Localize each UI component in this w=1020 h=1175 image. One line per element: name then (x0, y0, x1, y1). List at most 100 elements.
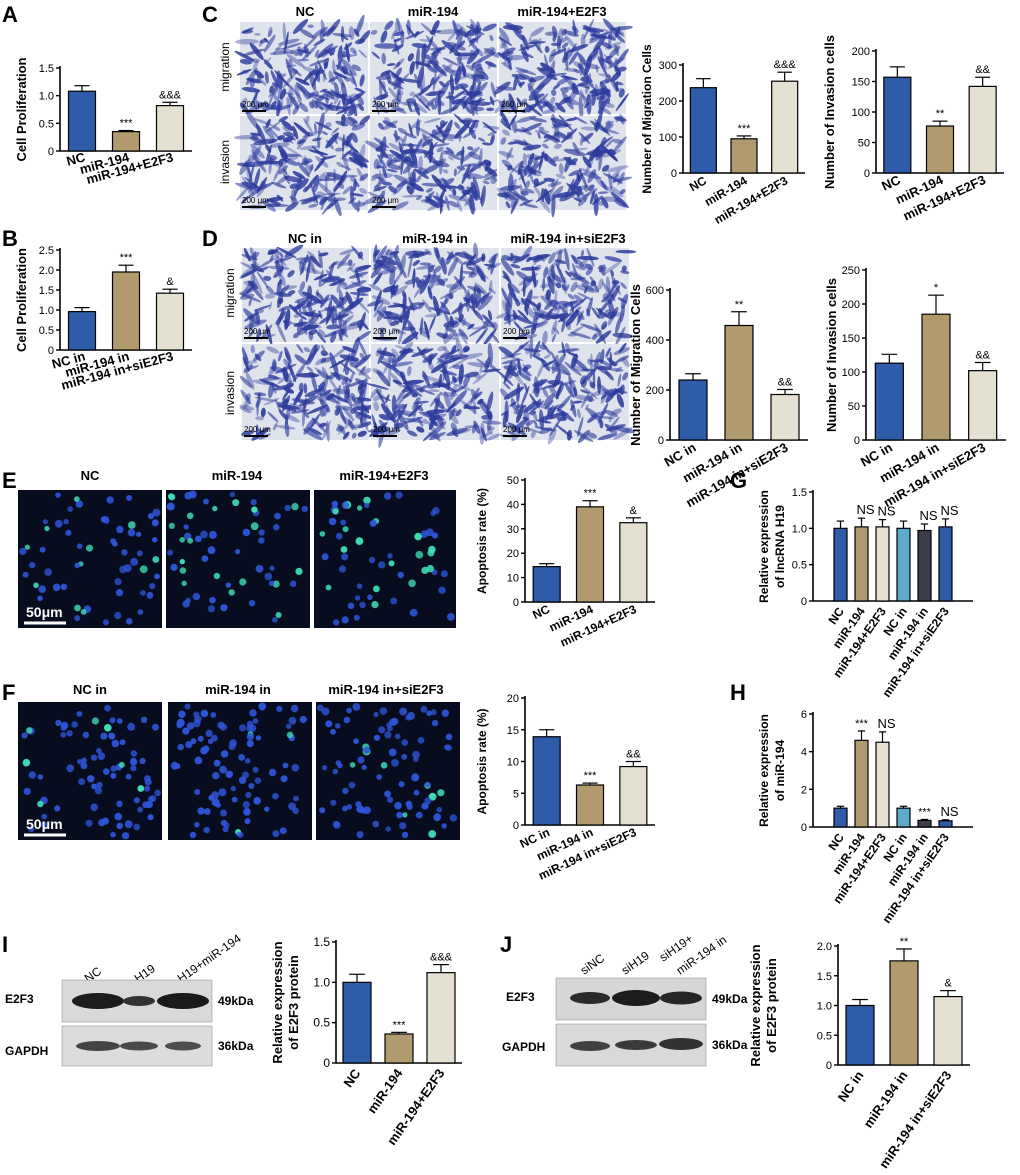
panel-label-a: A (2, 2, 18, 27)
nucleus (21, 732, 28, 739)
stained-cell (254, 33, 261, 36)
bar (874, 362, 904, 441)
stained-cell (587, 414, 597, 423)
stained-cell (357, 103, 365, 111)
stained-cell (524, 306, 529, 316)
stained-cell (305, 348, 319, 364)
stained-cell (536, 67, 558, 81)
nucleus (201, 555, 209, 562)
stained-cell (484, 162, 498, 182)
stained-cell (258, 39, 263, 47)
stained-cell (480, 427, 487, 442)
stained-cell (296, 343, 304, 354)
stained-cell (570, 281, 578, 292)
bar (854, 526, 869, 602)
stained-cell (285, 407, 291, 421)
stained-cell (518, 73, 537, 83)
stained-cell (350, 193, 365, 197)
stained-cell (547, 181, 562, 187)
stained-cell (536, 315, 554, 328)
stained-cell (542, 388, 549, 398)
stained-cell (386, 168, 398, 173)
y-axis-label: Number of Migration Cells (640, 44, 654, 194)
stained-cell (308, 71, 317, 91)
stained-cell (336, 253, 351, 269)
nucleus (397, 571, 404, 579)
stained-cell (442, 169, 449, 174)
stained-cell (419, 317, 424, 336)
nucleus (352, 703, 361, 711)
stained-cell (273, 166, 281, 182)
panel-d-col-label: miR-194 in (402, 231, 468, 246)
stained-cell (484, 357, 491, 371)
stained-cell (357, 430, 367, 437)
nucleus (347, 602, 355, 610)
stained-cell (340, 25, 345, 43)
stained-cell (511, 73, 527, 80)
stained-cell (616, 393, 625, 408)
stained-cell (562, 97, 569, 103)
stained-cell (480, 71, 489, 80)
stained-cell (255, 398, 262, 408)
stained-cell (311, 373, 318, 393)
nucleus (200, 530, 208, 539)
stained-cell (534, 42, 543, 54)
stained-cell (489, 96, 495, 106)
blot-lane-label: H19+miR-194 (175, 931, 244, 985)
stained-cell (486, 433, 501, 441)
stained-cell (327, 315, 338, 327)
nucleus (76, 711, 83, 717)
nucleus (184, 703, 191, 710)
stained-cell (605, 347, 611, 358)
stained-cell (498, 27, 510, 43)
stained-cell (355, 367, 372, 380)
nucleus (246, 732, 255, 741)
stained-cell (434, 412, 444, 426)
stained-cell (548, 178, 559, 199)
stained-cell (326, 172, 345, 180)
stained-cell (475, 47, 484, 57)
y-tick-label: 5 (513, 788, 519, 800)
stained-cell (605, 120, 611, 126)
stained-cell (299, 102, 309, 112)
stained-cell (483, 159, 492, 166)
nucleus (395, 491, 403, 499)
stained-cell (294, 84, 302, 106)
bar (938, 526, 953, 602)
stained-cell (254, 396, 277, 402)
stained-cell (482, 169, 498, 179)
nucleus (23, 787, 31, 796)
stained-cell (392, 355, 397, 370)
stained-cell (589, 276, 597, 286)
stained-cell (457, 57, 464, 75)
stained-cell (594, 284, 600, 293)
bar (896, 807, 911, 828)
stained-cell (533, 185, 543, 198)
stained-cell (533, 420, 538, 427)
nucleus (438, 586, 446, 594)
stained-cell (253, 392, 267, 397)
bar (875, 741, 890, 828)
stained-cell (464, 405, 481, 410)
stained-cell (609, 185, 624, 198)
nucleus (104, 704, 111, 712)
stained-cell (263, 34, 276, 53)
nucleus (355, 801, 362, 808)
stained-cell (479, 422, 485, 445)
bar (384, 1033, 414, 1064)
stained-cell (570, 404, 575, 411)
stained-cell (582, 386, 598, 400)
stained-cell (587, 432, 598, 439)
stained-cell (584, 24, 598, 38)
stained-cell (396, 409, 413, 417)
stain-image (496, 110, 633, 218)
stained-cell (409, 304, 418, 310)
stained-cell (500, 137, 507, 145)
stained-cell (488, 287, 496, 294)
stained-cell (500, 353, 522, 360)
stained-cell (597, 376, 602, 395)
stained-cell (588, 145, 600, 162)
y-tick-label: 1.5 (792, 487, 807, 499)
stained-cell (280, 253, 284, 274)
